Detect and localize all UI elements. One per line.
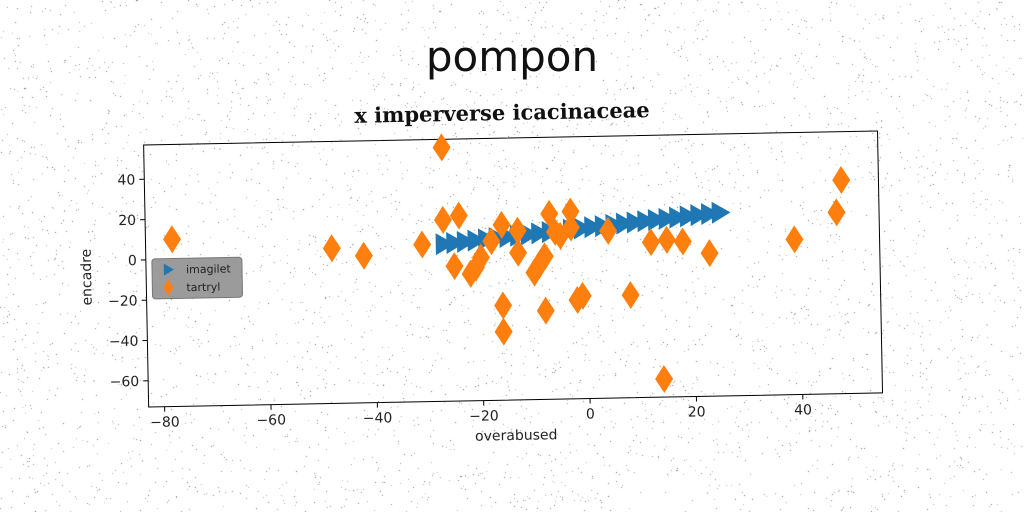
x-tick-label: 0: [586, 406, 595, 422]
chart-title: x imperverse icacinaceae: [354, 97, 650, 128]
imagilet-point: [467, 229, 487, 252]
x-tick-label: −20: [469, 408, 499, 425]
tartryl-point: [466, 253, 485, 282]
tartryl-point: [641, 228, 660, 257]
legend: imagilet tartryl: [151, 256, 244, 300]
imagilet-point: [616, 212, 635, 235]
x-tick-label: −40: [363, 410, 393, 427]
imagilet-point: [637, 210, 657, 233]
tartryl-point: [530, 250, 549, 279]
tartryl-point: [482, 227, 501, 256]
tartryl-point: [322, 234, 341, 263]
legend-marker-imagilet: [163, 263, 175, 276]
imagilet-point: [690, 204, 710, 227]
tartryl-point: [432, 133, 451, 162]
y-tick-label: −40: [109, 334, 139, 351]
imagilet-point: [456, 230, 476, 253]
tartryl-point: [700, 239, 719, 268]
imagilet-point: [531, 222, 550, 245]
tartryl-point: [551, 221, 570, 250]
tartryl-point: [599, 216, 618, 245]
imagilet-point: [679, 205, 699, 228]
tartryl-point: [785, 225, 804, 254]
tartryl-point: [673, 227, 692, 256]
imagilet-point: [435, 233, 455, 256]
imagilet-point: [446, 232, 466, 255]
y-tick-label: −60: [109, 374, 139, 391]
tartryl-point: [163, 225, 182, 254]
tartryl-point: [494, 317, 513, 346]
imagilet-point: [647, 209, 667, 232]
y-tick-label: 40: [117, 172, 135, 188]
tartryl-point: [494, 291, 513, 320]
tartryl-point: [413, 230, 432, 259]
x-tick-label: 40: [794, 402, 812, 418]
y-axis-label: encadre: [79, 249, 96, 306]
tartryl-point: [573, 281, 592, 310]
axis-ticks: −80 −60 −40 −20 0 20 40 −60 −40 −20 0 20 40: [108, 172, 812, 431]
y-tick-label: 20: [118, 213, 136, 229]
tartryl-point: [536, 296, 555, 325]
imagilet-point: [584, 216, 604, 239]
plot-group: −80 −60 −40 −20 0 20 40 −60 −40 −20 0 20 40 imagilet…: [79, 130, 884, 445]
x-axis-label: overabused: [475, 427, 558, 445]
legend-box: [151, 256, 244, 300]
tartryl-point: [492, 210, 511, 239]
tartryl-point: [621, 280, 640, 309]
tartryl-point: [508, 216, 527, 245]
tartryl-point: [657, 225, 676, 254]
tartryl-point: [832, 166, 851, 195]
imagilet-point: [658, 207, 678, 230]
x-tick-label: −60: [256, 412, 286, 429]
data-marks: [163, 133, 851, 393]
tartryl-point: [561, 197, 580, 226]
legend-label: tartryl: [186, 281, 220, 295]
imagilet-point: [573, 217, 593, 240]
legend-label: imagilet: [186, 262, 232, 276]
tartryl-point: [561, 213, 580, 242]
tartryl-point: [433, 205, 452, 234]
y-tick-label: −20: [108, 293, 138, 310]
tartryl-point: [655, 364, 674, 393]
imagilet-point: [700, 202, 720, 225]
figure-title: pompon: [425, 32, 599, 81]
y-tick-label: 0: [128, 253, 137, 269]
tartryl-point: [445, 252, 464, 281]
tartryl-point: [471, 243, 490, 272]
tartryl-point: [827, 198, 846, 227]
imagilet-point: [669, 206, 688, 229]
x-tick-label: −80: [150, 414, 180, 431]
tartryl-point: [509, 238, 528, 267]
imagilet-point: [626, 211, 646, 234]
tartryl-point: [535, 242, 554, 271]
x-tick-label: 20: [688, 404, 706, 420]
tartryl-point: [449, 201, 468, 230]
tartryl-point: [461, 259, 480, 288]
tartryl-point: [354, 241, 373, 270]
legend-marker-tartryl: [163, 279, 174, 296]
imagilet-point: [711, 201, 731, 224]
tartryl-point: [525, 258, 544, 287]
axes-frame: [143, 130, 884, 408]
